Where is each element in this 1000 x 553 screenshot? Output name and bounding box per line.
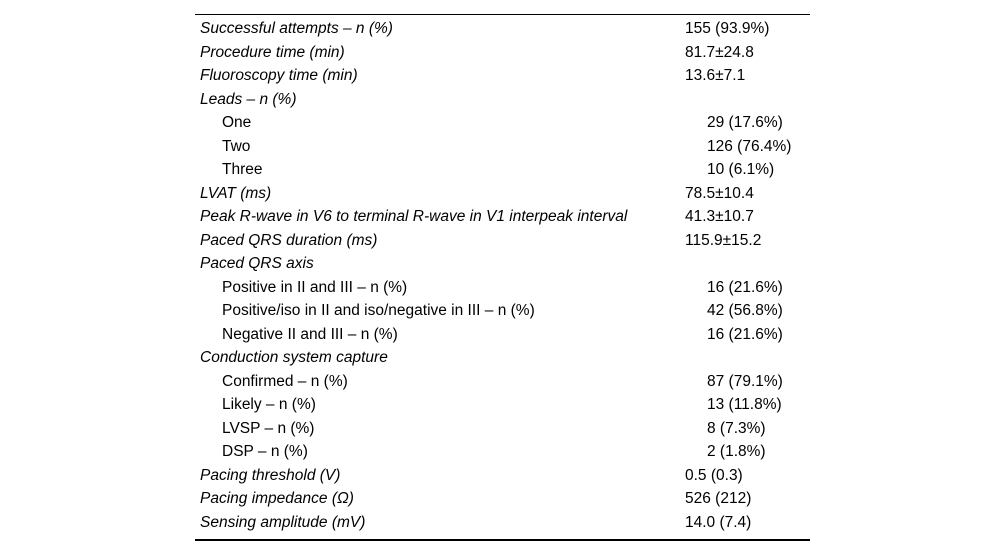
- row-label: Paced QRS duration (ms): [200, 231, 378, 249]
- row-value: 87 (79.1%): [707, 372, 783, 390]
- row-value: 0.5 (0.3): [685, 466, 743, 484]
- row-value: 115.9±15.2: [685, 231, 762, 249]
- table-row: Leads – n (%): [195, 88, 810, 112]
- row-label: Positive/iso in II and iso/negative in I…: [222, 302, 535, 319]
- table-row: Fluoroscopy time (min) 13.6±7.1: [195, 64, 810, 88]
- row-label: Likely – n (%): [222, 396, 316, 413]
- table-row: Confirmed – n (%) 87 (79.1%): [195, 370, 810, 394]
- row-label: Procedure time (min): [200, 43, 345, 61]
- row-label: DSP – n (%): [222, 443, 308, 460]
- row-label: Pacing impedance (Ω): [200, 490, 354, 507]
- row-value: 126 (76.4%): [707, 137, 792, 155]
- row-value: 8 (7.3%): [707, 419, 766, 437]
- row-label: Leads – n (%): [200, 90, 297, 108]
- row-label: One: [222, 114, 252, 131]
- table-row: LVAT (ms) 78.5±10.4: [195, 182, 810, 206]
- procedural-outcomes-table: Successful attempts – n (%) 155 (93.9%) …: [195, 14, 810, 541]
- row-value: 29 (17.6%): [707, 114, 783, 131]
- row-value: 16 (21.6%): [707, 325, 783, 343]
- table-row: Pacing threshold (V) 0.5 (0.3): [195, 464, 810, 488]
- row-value: 526 (212): [685, 490, 752, 507]
- row-value: 2 (1.8%): [707, 443, 766, 460]
- row-label: Three: [222, 161, 263, 178]
- table-row: Likely – n (%) 13 (11.8%): [195, 393, 810, 417]
- table-row: Two 126 (76.4%): [195, 135, 810, 159]
- row-value: 155 (93.9%): [685, 20, 770, 37]
- table-row: One 29 (17.6%): [195, 111, 810, 135]
- table-row: Positive in II and III – n (%) 16 (21.6%…: [195, 276, 810, 300]
- table-row: Positive/iso in II and iso/negative in I…: [195, 299, 810, 323]
- row-label: Sensing amplitude (mV): [200, 513, 366, 531]
- table-row: Conduction system capture: [195, 346, 810, 370]
- row-label: Pacing threshold (V): [200, 466, 341, 484]
- table-row: Paced QRS axis: [195, 252, 810, 276]
- table-row: DSP – n (%) 2 (1.8%): [195, 440, 810, 464]
- row-value: 78.5±10.4: [685, 184, 754, 202]
- row-label: Paced QRS axis: [200, 255, 314, 272]
- row-value: 14.0 (7.4): [685, 513, 752, 531]
- row-label: Peak R-wave in V6 to terminal R-wave in …: [200, 208, 628, 225]
- table-row: Procedure time (min) 81.7±24.8: [195, 41, 810, 65]
- row-label: Two: [222, 137, 251, 155]
- row-label: Positive in II and III – n (%): [222, 278, 408, 296]
- row-label: Conduction system capture: [200, 349, 388, 366]
- table-row: Sensing amplitude (mV) 14.0 (7.4): [195, 511, 810, 535]
- table-row: Paced QRS duration (ms) 115.9±15.2: [195, 229, 810, 253]
- row-value: 41.3±10.7: [685, 208, 754, 225]
- table-row: Three 10 (6.1%): [195, 158, 810, 182]
- table-row: Pacing impedance (Ω) 526 (212): [195, 487, 810, 511]
- row-value: 16 (21.6%): [707, 278, 783, 296]
- row-value: 13.6±7.1: [685, 67, 746, 84]
- row-value: 10 (6.1%): [707, 161, 775, 178]
- table-row: Negative II and III – n (%) 16 (21.6%): [195, 323, 810, 347]
- row-label: Fluoroscopy time (min): [200, 67, 358, 84]
- row-label: Successful attempts – n (%): [200, 20, 393, 37]
- table-row: Successful attempts – n (%) 155 (93.9%): [195, 17, 810, 41]
- table-rows: Successful attempts – n (%) 155 (93.9%) …: [195, 17, 810, 534]
- row-label: Negative II and III – n (%): [222, 325, 398, 343]
- row-label: LVSP – n (%): [222, 419, 315, 437]
- row-value: 13 (11.8%): [707, 396, 782, 413]
- row-label: Confirmed – n (%): [222, 372, 348, 390]
- row-value: 81.7±24.8: [685, 43, 754, 61]
- table-row: Peak R-wave in V6 to terminal R-wave in …: [195, 205, 810, 229]
- row-label: LVAT (ms): [200, 184, 272, 202]
- table-row: LVSP – n (%) 8 (7.3%): [195, 417, 810, 441]
- row-value: 42 (56.8%): [707, 302, 783, 319]
